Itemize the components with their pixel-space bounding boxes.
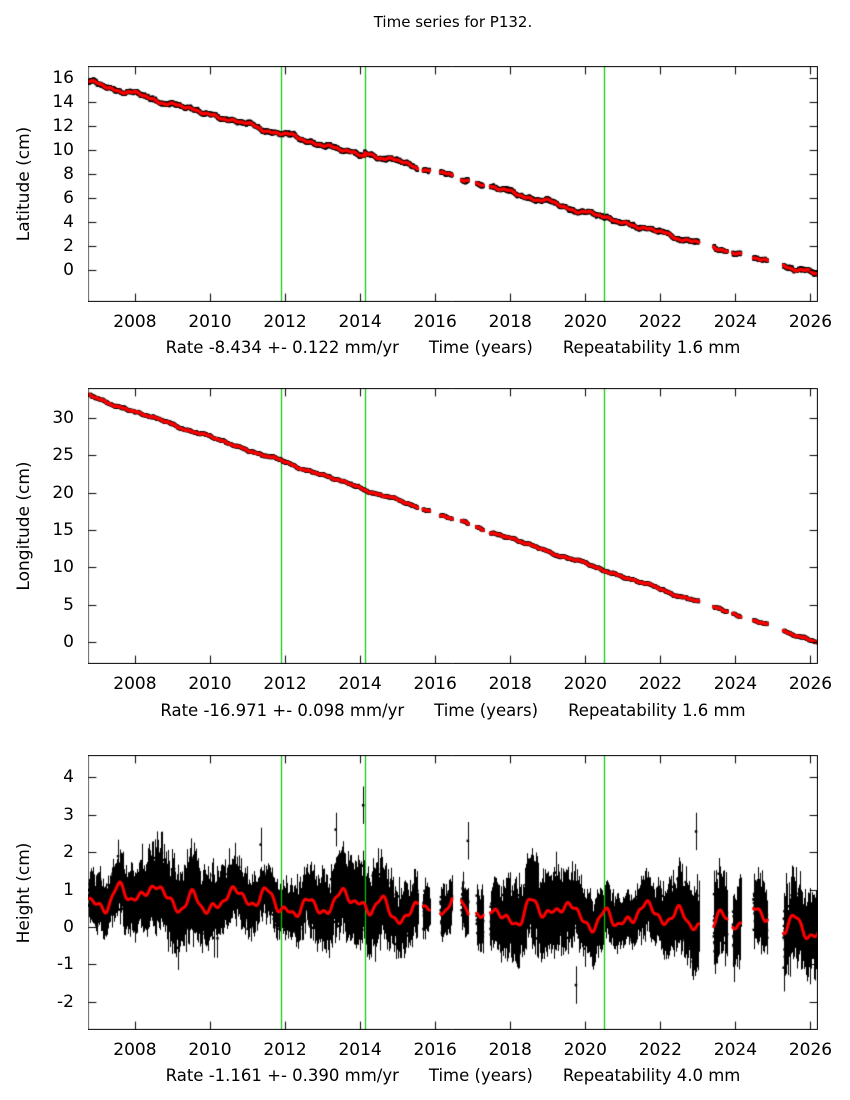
x-tick-label: 2014 bbox=[338, 674, 382, 694]
y-tick-label: 10 bbox=[52, 557, 74, 578]
y-tick-label: 4 bbox=[63, 211, 74, 232]
x-tick-label: 2024 bbox=[713, 1040, 758, 1060]
height-x-axis-label: Time (years) bbox=[428, 1066, 533, 1085]
x-tick-label: 2020 bbox=[563, 1040, 607, 1060]
x-tick-label: 2014 bbox=[338, 312, 382, 332]
x-tick-label: 2018 bbox=[488, 1040, 532, 1060]
longitude-plot-canvas bbox=[88, 388, 818, 664]
y-tick-label: 30 bbox=[52, 407, 74, 428]
y-tick-label: 5 bbox=[63, 594, 74, 615]
longitude-x-axis-label: Time (years) bbox=[434, 701, 539, 720]
x-tick-label: 2022 bbox=[638, 1040, 682, 1060]
y-tick-label: 0 bbox=[63, 259, 74, 280]
y-tick-label: 1 bbox=[63, 879, 74, 900]
y-tick-label: 2 bbox=[63, 842, 74, 863]
height-rate-label: Rate -1.161 +- 0.390 mm/yr bbox=[165, 1066, 399, 1085]
y-tick-label: -1 bbox=[57, 954, 74, 975]
x-tick-label: 2020 bbox=[563, 674, 607, 694]
y-tick-label: 0 bbox=[63, 631, 74, 652]
y-tick-label: 20 bbox=[52, 482, 74, 503]
y-tick-label: 14 bbox=[52, 91, 74, 112]
longitude-rate-label: Rate -16.971 +- 0.098 mm/yr bbox=[160, 701, 405, 720]
latitude-repeatability-label: Repeatability 1.6 mm bbox=[562, 338, 741, 357]
y-tick-label: 3 bbox=[63, 804, 74, 825]
x-tick-label: 2016 bbox=[413, 312, 457, 332]
y-tick-label: 15 bbox=[52, 519, 74, 540]
height-plot-canvas bbox=[88, 755, 818, 1030]
y-tick-label: 4 bbox=[63, 767, 74, 788]
x-tick-label: 2008 bbox=[113, 1040, 157, 1060]
x-tick-label: 2024 bbox=[713, 312, 758, 332]
longitude-repeatability-label: Repeatability 1.6 mm bbox=[568, 701, 746, 720]
x-tick-label: 2008 bbox=[113, 674, 157, 694]
y-tick-label: 25 bbox=[52, 445, 74, 466]
longitude-caption-row: Rate -16.971 +- 0.098 mm/yr Time (years)… bbox=[88, 701, 818, 720]
y-tick-label: 2 bbox=[63, 235, 74, 256]
x-tick-label: 2022 bbox=[638, 674, 682, 694]
x-tick-label: 2010 bbox=[188, 312, 232, 332]
height-caption-row: Rate -1.161 +- 0.390 mm/yr Time (years) … bbox=[88, 1066, 818, 1085]
x-tick-label: 2012 bbox=[263, 1040, 307, 1060]
y-tick-label: 16 bbox=[52, 67, 74, 88]
x-tick-label: 2016 bbox=[413, 674, 457, 694]
x-tick-label: 2026 bbox=[788, 312, 833, 332]
y-tick-label: 0 bbox=[63, 916, 74, 937]
y-tick-label: 6 bbox=[63, 187, 74, 208]
x-tick-label: 2026 bbox=[788, 674, 833, 694]
x-tick-label: 2026 bbox=[788, 1040, 833, 1060]
figure-title: Time series for P132. bbox=[373, 13, 533, 31]
y-tick-label: -2 bbox=[57, 991, 74, 1012]
x-tick-label: 2010 bbox=[188, 674, 232, 694]
x-tick-label: 2020 bbox=[563, 312, 607, 332]
latitude-x-axis-label: Time (years) bbox=[428, 338, 533, 357]
x-tick-label: 2014 bbox=[338, 1040, 382, 1060]
latitude-caption-row: Rate -8.434 +- 0.122 mm/yr Time (years) … bbox=[88, 338, 818, 357]
height-repeatability-label: Repeatability 4.0 mm bbox=[562, 1066, 741, 1085]
latitude-plot-canvas bbox=[88, 66, 818, 302]
latitude-rate-label: Rate -8.434 +- 0.122 mm/yr bbox=[165, 338, 399, 357]
x-tick-label: 2008 bbox=[113, 312, 157, 332]
y-tick-label: 10 bbox=[52, 139, 74, 160]
x-tick-label: 2016 bbox=[413, 1040, 457, 1060]
x-tick-label: 2010 bbox=[188, 1040, 232, 1060]
x-tick-label: 2018 bbox=[488, 674, 532, 694]
x-tick-label: 2022 bbox=[638, 312, 682, 332]
x-tick-label: 2012 bbox=[263, 312, 307, 332]
x-tick-label: 2024 bbox=[713, 674, 758, 694]
y-tick-label: 8 bbox=[63, 163, 74, 184]
x-tick-label: 2018 bbox=[488, 312, 532, 332]
y-tick-label: 12 bbox=[52, 115, 74, 136]
x-tick-label: 2012 bbox=[263, 674, 307, 694]
